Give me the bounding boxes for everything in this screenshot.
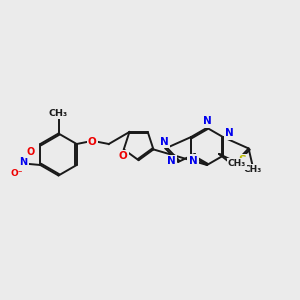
Text: CH₃: CH₃ <box>244 165 262 174</box>
Text: N: N <box>189 156 198 166</box>
Text: S: S <box>238 155 246 166</box>
Text: N: N <box>225 128 234 139</box>
Text: N: N <box>167 156 176 167</box>
Text: O: O <box>88 136 97 147</box>
Text: O: O <box>119 151 128 161</box>
Text: N: N <box>160 137 169 147</box>
Text: O⁻: O⁻ <box>10 169 22 178</box>
Text: N: N <box>19 157 27 167</box>
Text: O: O <box>26 147 34 157</box>
Text: CH₃: CH₃ <box>228 159 246 168</box>
Text: N: N <box>203 116 212 126</box>
Text: CH₃: CH₃ <box>49 109 68 118</box>
